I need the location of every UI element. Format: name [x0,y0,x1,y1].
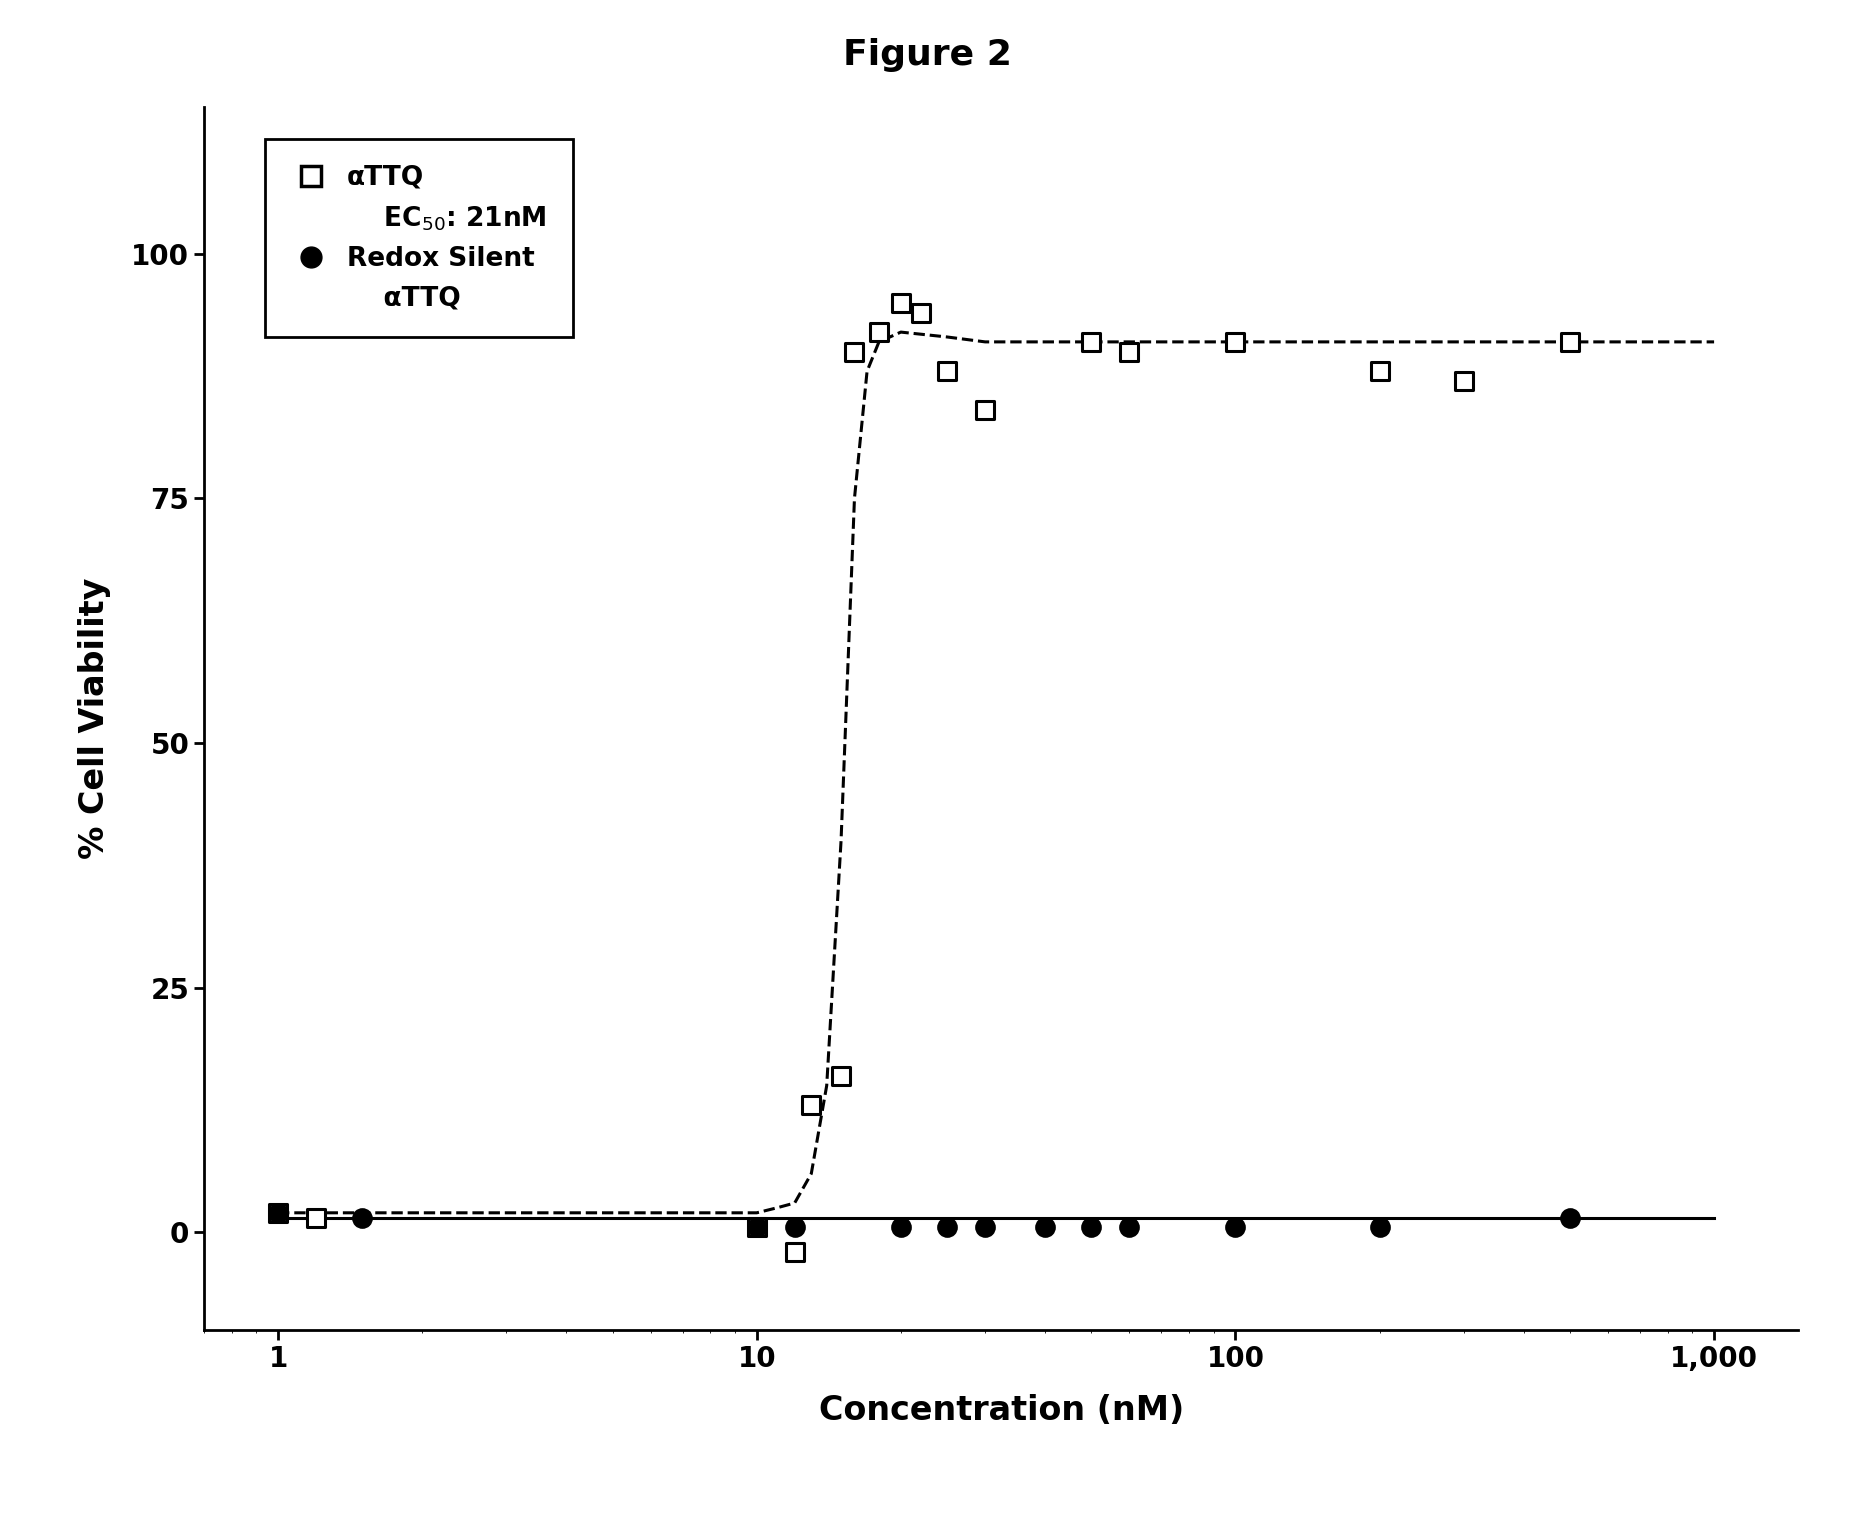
Point [1556,1205,1585,1229]
Point [886,291,916,315]
Point [1365,1216,1394,1240]
Point [742,1216,771,1240]
Point [970,398,999,422]
Legend: αTTQ,     EC$_{50}$: 21nM, Redox Silent,     αTTQ: αTTQ, EC$_{50}$: 21nM, Redox Silent, αTT… [265,139,573,338]
Point [1556,330,1585,355]
Point [1114,1216,1144,1240]
X-axis label: Concentration (nM): Concentration (nM) [818,1393,1185,1427]
Point [263,1200,293,1225]
Point [886,1216,916,1240]
Point [1220,1216,1250,1240]
Y-axis label: % Cell Viability: % Cell Viability [78,578,111,859]
Point [263,1200,293,1225]
Point [933,359,962,384]
Point [1365,359,1394,384]
Point [1031,1216,1060,1240]
Point [1450,368,1479,393]
Point [1114,339,1144,364]
Point [827,1064,857,1089]
Point [864,320,894,344]
Point [347,1205,376,1229]
Point [300,1205,330,1229]
Text: Figure 2: Figure 2 [842,38,1012,72]
Point [970,1216,999,1240]
Point [1077,1216,1107,1240]
Point [907,300,936,324]
Point [781,1216,810,1240]
Point [1220,330,1250,355]
Point [742,1216,771,1240]
Point [1077,330,1107,355]
Point [933,1216,962,1240]
Point [840,339,870,364]
Point [781,1240,810,1264]
Point [797,1093,827,1118]
